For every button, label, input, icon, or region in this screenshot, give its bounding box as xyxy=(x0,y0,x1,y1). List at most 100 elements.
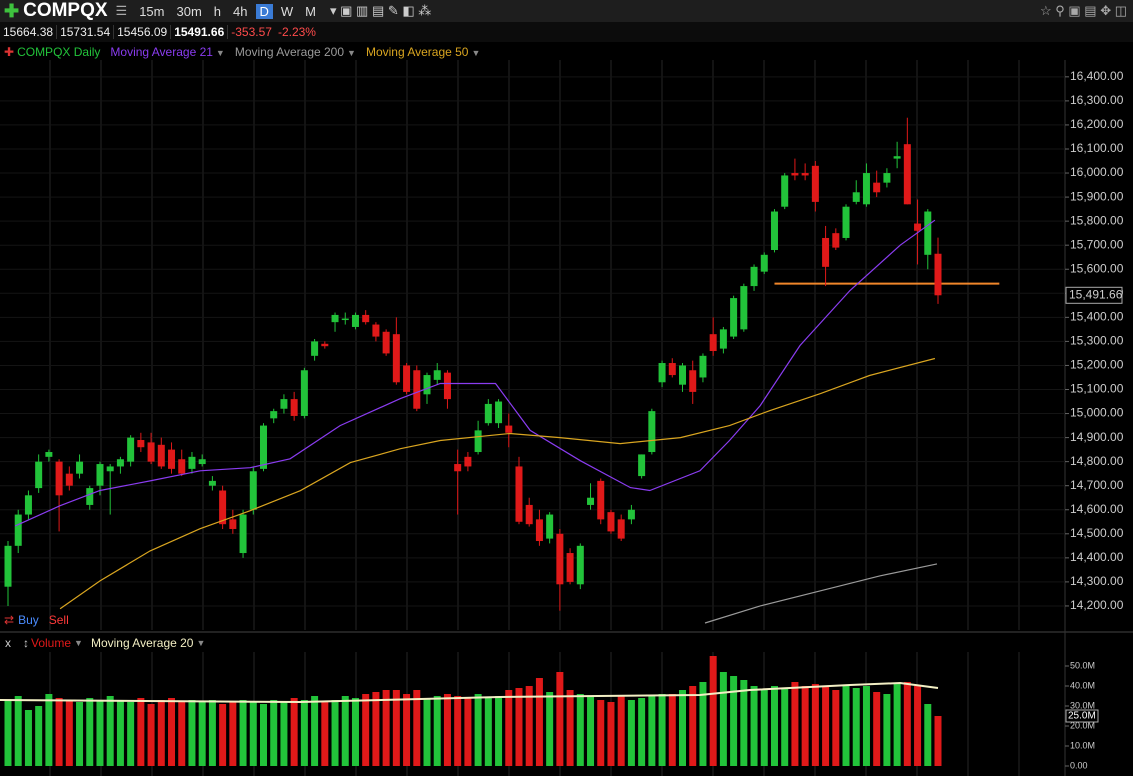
candle-body xyxy=(413,370,421,409)
candle-body xyxy=(689,370,697,392)
candle-body xyxy=(300,370,308,416)
interval[interactable]: D xyxy=(255,3,273,19)
volume-bar xyxy=(137,698,145,766)
add-icon[interactable]: ✚ xyxy=(4,0,20,21)
candle-body xyxy=(699,355,707,378)
volume-bar xyxy=(372,692,380,766)
y-tick-label: 14,800.00 xyxy=(1070,454,1124,468)
interval[interactable]: h xyxy=(213,3,222,19)
candle-body xyxy=(617,519,625,539)
y-tick-label: 14,300.00 xyxy=(1070,574,1124,588)
volume-bar xyxy=(341,696,349,766)
legend-ma[interactable]: Moving Average 50 ▼ xyxy=(365,45,481,59)
tool-icons[interactable]: ▾ ▣ ▥ ▤ ✎ ◧ ⁂ xyxy=(330,3,432,18)
volume-bar xyxy=(699,682,707,766)
legend-caret[interactable]: ▼ xyxy=(471,48,481,58)
volume-bar xyxy=(617,696,625,766)
volume-bar xyxy=(484,698,492,766)
volume-bar xyxy=(883,694,891,766)
buy-button[interactable]: Buy xyxy=(18,613,39,627)
candle-body xyxy=(331,314,339,323)
y-tick-label: 14,900.00 xyxy=(1070,430,1124,444)
interval[interactable]: W xyxy=(280,3,294,19)
volume-bar xyxy=(924,704,932,766)
legend-caret[interactable]: ▼ xyxy=(347,48,356,58)
interval[interactable]: 30m xyxy=(176,3,202,19)
candle-body xyxy=(55,461,63,496)
candle-body xyxy=(311,341,319,356)
candle-body xyxy=(668,363,676,376)
candle-body xyxy=(750,266,758,287)
candle-body xyxy=(137,440,145,448)
volume-bar xyxy=(147,704,155,766)
candle-body xyxy=(893,156,901,159)
volume-y-tick-label: 30.0M xyxy=(1070,700,1095,710)
candle-body xyxy=(801,173,809,176)
right-icons[interactable]: ☆ ⚲ ▣ ▤ ✥ ◫ xyxy=(1040,3,1127,18)
intervals: 15m 30m h 4h D W M xyxy=(133,3,322,19)
volume-bar xyxy=(893,684,901,766)
volume-bar xyxy=(188,700,196,766)
volume-bar xyxy=(24,710,32,766)
volume-bar xyxy=(546,692,554,766)
candle-body xyxy=(168,449,176,469)
volume-bar xyxy=(495,696,503,766)
trade-icon: ⇄ xyxy=(4,613,15,627)
volume-bar xyxy=(587,696,595,766)
volume-bar xyxy=(576,694,584,766)
move-icon[interactable]: ↕ xyxy=(23,636,29,650)
candle-body xyxy=(147,442,155,462)
volume-ma-label[interactable]: Moving Average 20 xyxy=(90,636,194,650)
candle-body xyxy=(495,401,503,424)
candle-body xyxy=(464,456,472,467)
volume-bar xyxy=(862,686,870,766)
volume-bar xyxy=(832,690,840,766)
interval[interactable]: M xyxy=(305,3,317,19)
candle-body xyxy=(188,456,196,469)
volume-bar xyxy=(515,688,523,766)
interval[interactable]: 15m xyxy=(139,3,165,19)
quote-row: 15664.38 15731.54 15456.09 15491.66 -353… xyxy=(0,22,1133,42)
candle-body xyxy=(914,223,922,231)
candle-body xyxy=(454,464,462,472)
volume-bar xyxy=(249,702,257,766)
candle-body xyxy=(24,495,32,515)
candle-body xyxy=(443,372,451,400)
volume-y-tick-label: 50.0M xyxy=(1070,660,1095,670)
legend: ✚ COMPQX Daily Moving Average 21 ▼ Moving … xyxy=(0,43,1060,61)
volume-bar xyxy=(259,704,267,766)
candle-body xyxy=(811,165,819,202)
candle-body xyxy=(433,370,441,380)
legend-caret[interactable]: ▼ xyxy=(215,48,225,58)
candle-body xyxy=(791,173,799,176)
moving-average xyxy=(704,563,938,624)
y-tick-label: 15,600.00 xyxy=(1070,261,1124,275)
last-price-label: 15,491.66 xyxy=(1069,287,1123,301)
volume-bar xyxy=(331,700,339,766)
volume-bar xyxy=(239,700,247,766)
close-panel[interactable]: x xyxy=(5,636,11,650)
volume-bar xyxy=(464,698,472,766)
last-price-box xyxy=(1065,286,1123,304)
candle-body xyxy=(852,192,860,202)
legend-series[interactable]: COMPQX Daily xyxy=(17,45,101,59)
candle-body xyxy=(249,471,257,510)
ticker[interactable]: COMPQX xyxy=(23,0,108,21)
candle-body xyxy=(740,286,748,330)
volume-label[interactable]: Volume xyxy=(31,636,72,650)
last-volume-label: 25.0M xyxy=(1068,711,1096,722)
legend-ma[interactable]: Moving Average 200 ▼ xyxy=(234,45,356,59)
candle-body xyxy=(219,490,227,525)
candle-body xyxy=(157,444,165,467)
volume-bar xyxy=(65,700,73,766)
volume-bar xyxy=(321,702,329,766)
legend-ma[interactable]: Moving Average 21 ▼ xyxy=(110,45,225,59)
menu-icon[interactable]: ☰ xyxy=(115,3,128,18)
volume-bar xyxy=(208,700,216,766)
candle-body xyxy=(546,514,554,539)
volume-bar xyxy=(648,696,656,766)
interval[interactable]: 4h xyxy=(233,3,248,19)
candle-body xyxy=(822,237,830,267)
volume-bar xyxy=(873,692,881,766)
sell-button[interactable]: Sell xyxy=(48,613,69,627)
